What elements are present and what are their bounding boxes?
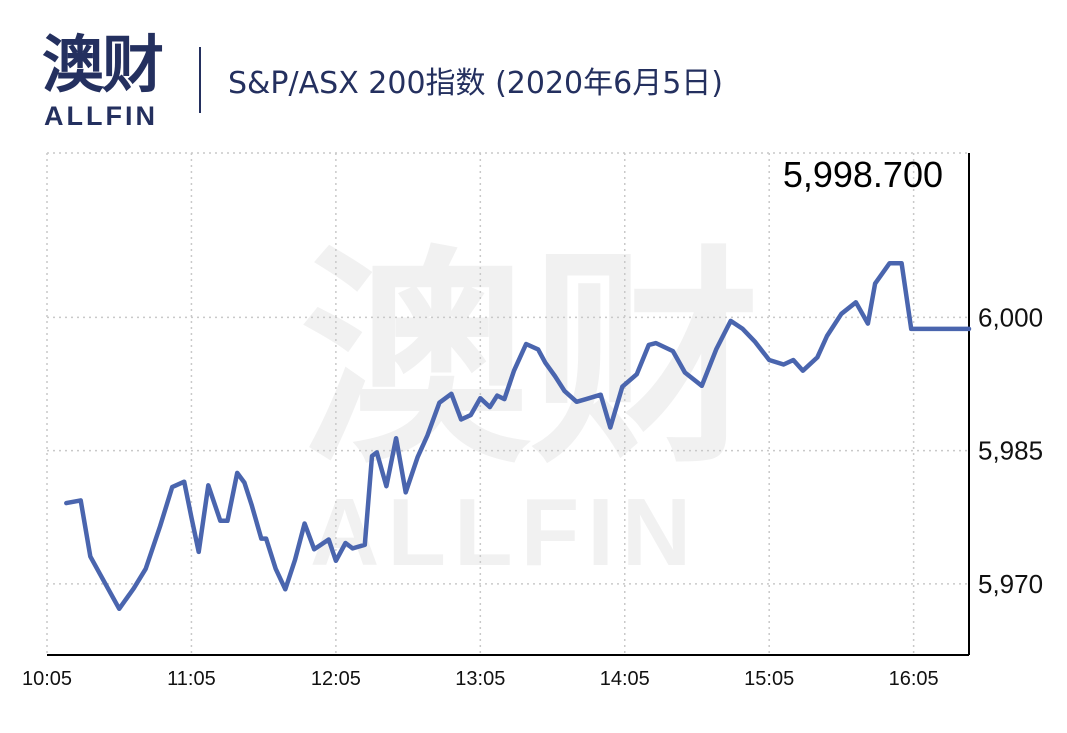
x-tick-label: 16:05 xyxy=(889,668,939,690)
logo-english: ALLFIN xyxy=(44,101,158,131)
tick-labels: 10:05 11:05 12:05 13:05 14:05 15:05 16:05 5,970… xyxy=(22,154,1043,690)
header: 澳财 ALLFIN S&P/ASX 200指数 (2020年6月5日) xyxy=(0,0,1067,140)
x-tick-label: 11:05 xyxy=(167,668,216,690)
x-tick-label: 15:05 xyxy=(744,668,794,690)
x-tick-label: 13:05 xyxy=(455,668,505,690)
watermark-chinese: 澳财 xyxy=(300,228,760,495)
y-tick-label: 6,000 xyxy=(978,302,1043,332)
watermark: 澳财 ALLFIN xyxy=(300,228,760,586)
chart-title: S&P/ASX 200指数 (2020年6月5日) xyxy=(228,66,724,101)
series-line-0 xyxy=(64,260,972,612)
header-divider xyxy=(199,47,201,113)
y-tick-label: 5,970 xyxy=(978,569,1043,599)
axes xyxy=(47,153,970,656)
series xyxy=(64,260,972,612)
x-tick-label: 12:05 xyxy=(311,668,361,690)
y-tick-label: 5,985 xyxy=(978,436,1043,466)
x-tick-label: 14:05 xyxy=(600,668,650,690)
watermark-english: ALLFIN xyxy=(310,479,699,586)
grid xyxy=(46,152,969,655)
x-tick-label: 10:05 xyxy=(22,668,72,690)
logo-chinese: 澳财 xyxy=(42,28,164,101)
last-value-annotation: 5,998.700 xyxy=(783,154,943,195)
